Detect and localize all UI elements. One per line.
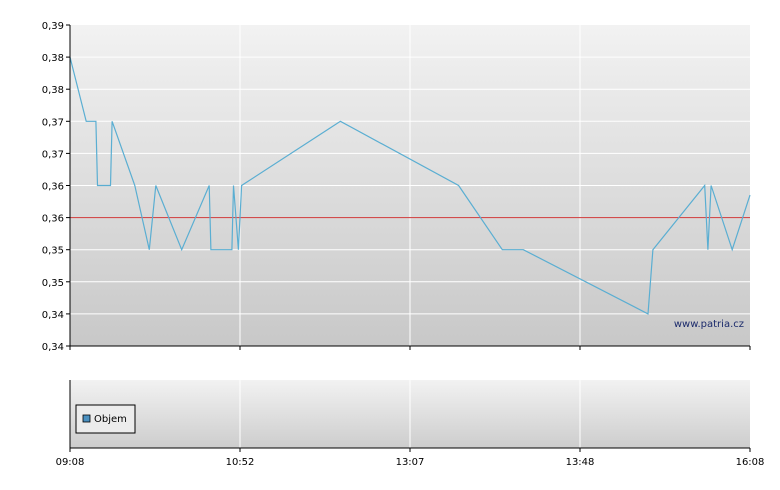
series-line <box>69 56 751 315</box>
volume-panel: Objem <box>69 380 750 449</box>
price-vertical-grid <box>239 25 581 346</box>
y-tick-label: 0,35 <box>42 246 64 257</box>
x-tick-label: 09:08 <box>56 457 85 468</box>
y-tick-label: 0,36 <box>42 182 64 193</box>
x-tick-label: 13:07 <box>396 457 425 468</box>
price-panel: 0,34 0,34 0,35 0,35 0,36 0,36 0,37 0,37 0,38 0,38… <box>42 21 751 353</box>
volume-vertical-grid <box>239 380 581 448</box>
y-tick-label: 0,37 <box>42 149 64 160</box>
price-y-tick-labels: 0,34 0,34 0,35 0,35 0,36 0,36 0,37 0,37 0,38 0,38… <box>42 21 70 353</box>
y-tick-label: 0,35 <box>42 278 64 289</box>
x-tick-label: 10:52 <box>226 457 255 468</box>
legend-label: Objem <box>94 414 127 425</box>
y-tick-label: 0,38 <box>42 85 64 96</box>
watermark: www.patria.cz <box>674 319 744 330</box>
x-tick-labels: 09:08 10:52 13:07 13:48 16:08 <box>56 346 765 468</box>
y-tick-label: 0,38 <box>42 53 64 64</box>
y-tick-label: 0,34 <box>42 310 64 321</box>
y-tick-label: 0,37 <box>42 117 64 128</box>
x-tick-label: 16:08 <box>736 457 765 468</box>
x-tick-label: 13:48 <box>566 457 595 468</box>
price-series <box>69 56 751 315</box>
legend-swatch <box>82 414 91 423</box>
y-tick-label: 0,34 <box>42 342 64 353</box>
volume-legend: Objem <box>75 404 136 434</box>
y-tick-label: 0,36 <box>42 214 64 225</box>
y-tick-label: 0,39 <box>42 21 64 32</box>
